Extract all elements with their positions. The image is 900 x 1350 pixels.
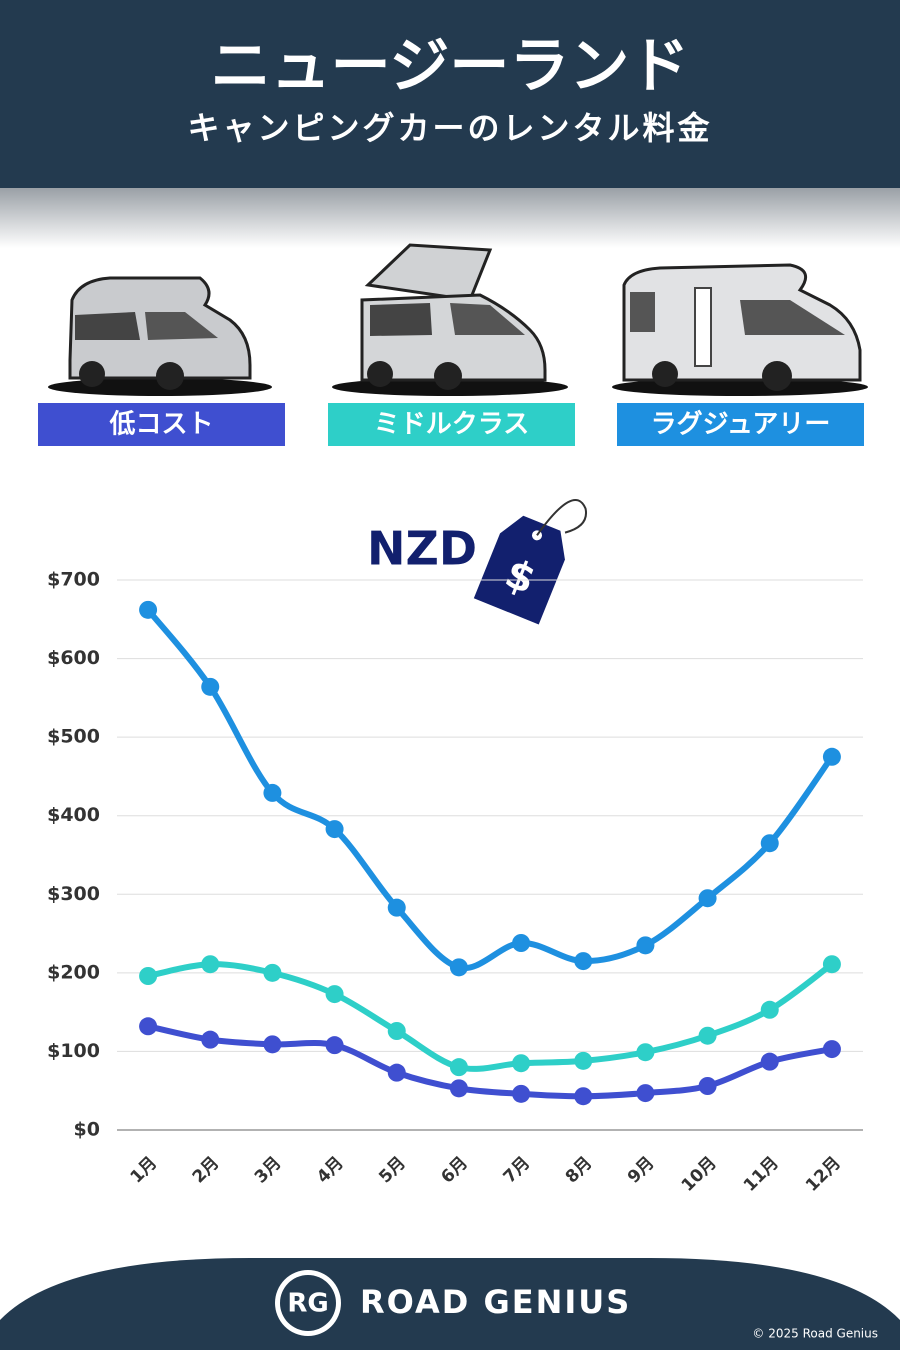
data-point <box>760 1052 779 1071</box>
data-point <box>387 1063 406 1082</box>
subtitle: キャンピングカーのレンタル料金 <box>187 109 712 147</box>
y-tick-label: $400 <box>47 804 100 826</box>
data-point <box>201 1030 220 1049</box>
data-point <box>449 958 468 977</box>
price-tag-icon: $ <box>473 498 588 625</box>
data-point <box>822 955 841 974</box>
data-point <box>698 1026 717 1045</box>
data-point <box>387 898 406 917</box>
data-point <box>325 985 344 1004</box>
data-point <box>698 889 717 908</box>
data-point <box>512 1054 531 1073</box>
data-point <box>139 1017 158 1036</box>
van-low <box>48 276 272 396</box>
data-point <box>760 1000 779 1019</box>
title: ニュージーランド <box>211 32 690 102</box>
data-point <box>325 820 344 839</box>
data-point <box>449 1079 468 1098</box>
data-point <box>449 1058 468 1077</box>
legend-label: 低コスト <box>108 410 213 440</box>
y-tick-label: $600 <box>47 647 100 669</box>
data-point <box>201 955 220 974</box>
header-band <box>0 0 900 188</box>
header-shadow <box>0 188 900 248</box>
data-point <box>698 1077 717 1095</box>
legend-swatch <box>328 403 575 446</box>
data-point <box>325 1036 344 1055</box>
van-mid <box>332 243 568 396</box>
legend-swatch <box>38 403 285 446</box>
annotation: NZD <box>367 522 477 576</box>
logo-text: RG <box>287 1289 328 1319</box>
data-point <box>263 1035 282 1054</box>
footer-band <box>0 1258 900 1350</box>
y-tick-label: $200 <box>47 961 100 983</box>
data-point <box>512 934 531 952</box>
data-point <box>139 967 158 985</box>
series-line <box>145 607 835 972</box>
y-tick-label: $700 <box>47 569 100 591</box>
data-point <box>822 747 841 766</box>
data-point <box>139 600 158 619</box>
data-point <box>387 1022 406 1040</box>
copyright: © 2025 Road Genius <box>752 1327 878 1341</box>
data-point <box>263 963 282 982</box>
van-luxury <box>612 263 868 396</box>
y-tick-label: $500 <box>47 726 100 748</box>
y-tick-label: $300 <box>47 883 100 905</box>
data-point <box>512 1084 531 1103</box>
data-point <box>263 783 282 802</box>
data-point <box>201 677 220 696</box>
data-point <box>636 1084 655 1103</box>
data-point <box>574 952 593 971</box>
data-point <box>574 1051 593 1070</box>
data-point <box>822 1040 841 1059</box>
y-tick-label: $100 <box>47 1040 100 1062</box>
data-point <box>636 936 655 955</box>
logo-inner <box>280 1275 336 1331</box>
data-point <box>636 1043 655 1062</box>
y-tick-label: $0 <box>74 1119 100 1141</box>
legend-label: ラグジュアリー <box>651 410 831 440</box>
data-point <box>574 1087 593 1106</box>
brand: ROAD GENIUS <box>360 1283 631 1321</box>
data-point <box>760 834 779 853</box>
legend-swatch <box>617 403 864 446</box>
legend-label: ミドルクラス <box>374 410 529 440</box>
